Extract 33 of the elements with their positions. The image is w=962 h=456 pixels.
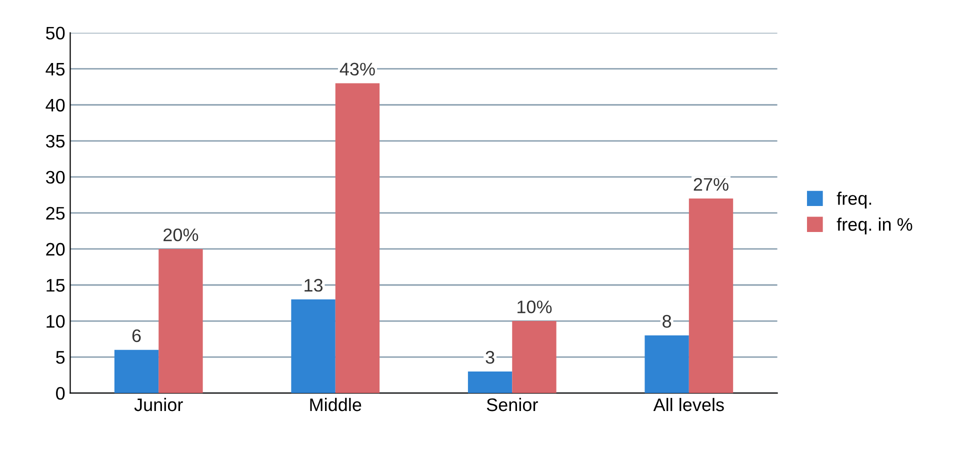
data-label: 20% bbox=[164, 228, 198, 242]
y-tick-label: 40 bbox=[46, 98, 65, 112]
y-tick-label: 15 bbox=[46, 279, 65, 292]
y-tick-label: 5 bbox=[56, 351, 65, 364]
y-tick-label: 10 bbox=[46, 314, 65, 328]
bar bbox=[644, 335, 689, 394]
y-tick-label: 30 bbox=[46, 170, 65, 184]
bar bbox=[158, 248, 203, 394]
y-tick-label: 45 bbox=[46, 62, 65, 76]
data-label: 3 bbox=[486, 350, 494, 364]
y-tick-label: 0 bbox=[56, 387, 65, 400]
data-label: 10% bbox=[518, 300, 552, 314]
x-tick-label: Middle bbox=[310, 398, 362, 412]
bar bbox=[114, 350, 159, 394]
data-label: 13 bbox=[304, 278, 323, 292]
y-tick-label: 25 bbox=[46, 206, 65, 220]
legend-label: freq. bbox=[836, 192, 872, 208]
y-tick-label: 20 bbox=[46, 242, 65, 256]
x-tick-label: All levels bbox=[653, 398, 724, 412]
bar bbox=[512, 321, 556, 394]
y-tick-label: 35 bbox=[46, 134, 65, 148]
data-label: 8 bbox=[662, 314, 672, 328]
data-label: 27% bbox=[694, 178, 728, 191]
y-tick-label: 50 bbox=[46, 26, 65, 40]
x-tick-label: Senior bbox=[486, 398, 538, 412]
bar bbox=[688, 198, 734, 394]
x-tick-label: Junior bbox=[134, 398, 183, 412]
bar bbox=[335, 83, 380, 394]
legend-label: freq. in % bbox=[836, 218, 912, 234]
data-label: 43% bbox=[340, 62, 375, 76]
bar bbox=[291, 299, 336, 394]
bar bbox=[468, 371, 512, 394]
data-label: 6 bbox=[132, 329, 141, 342]
